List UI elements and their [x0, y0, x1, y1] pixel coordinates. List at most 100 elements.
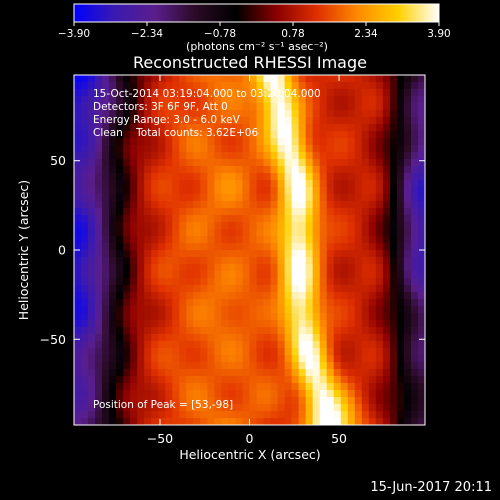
heatmap-cell — [312, 152, 321, 160]
heatmap-cell — [319, 397, 328, 405]
heatmap-cell — [340, 320, 349, 328]
heatmap-cell — [207, 82, 215, 90]
heatmap-cell — [263, 320, 272, 328]
heatmap-cell — [249, 236, 258, 244]
heatmap-cell — [354, 341, 363, 349]
heatmap-cell — [130, 236, 138, 244]
heatmap-cell — [312, 159, 321, 167]
heatmap-cell — [144, 264, 152, 272]
heatmap-cell — [179, 96, 187, 104]
heatmap-cell — [340, 299, 349, 307]
heatmap-cell — [158, 411, 166, 419]
heatmap-cell — [361, 362, 370, 370]
heatmap-cell — [88, 285, 96, 293]
heatmap-cell — [165, 285, 173, 293]
heatmap-cell — [305, 306, 314, 314]
heatmap-cell — [305, 117, 314, 125]
heatmap-cell — [158, 180, 166, 188]
heatmap-cell — [200, 292, 208, 300]
heatmap-cell — [361, 236, 370, 244]
heatmap-cell — [151, 313, 159, 321]
heatmap-cell — [270, 376, 279, 384]
heatmap-cell — [333, 327, 342, 335]
heatmap-cell — [137, 264, 145, 272]
heatmap-cell — [123, 250, 131, 258]
heatmap-cell — [74, 124, 82, 132]
heatmap-cell — [319, 404, 328, 412]
heatmap-cell — [235, 208, 244, 216]
heatmap-cell — [417, 215, 425, 223]
heatmap-cell — [137, 327, 145, 335]
heatmap-cell — [172, 236, 180, 244]
heatmap-cell — [95, 285, 103, 293]
heatmap-cell — [130, 103, 138, 111]
heatmap-cell — [165, 173, 173, 181]
heatmap-cell — [74, 327, 82, 335]
heatmap-cell — [291, 110, 300, 118]
heatmap-cell — [221, 159, 230, 167]
heatmap-cell — [242, 166, 251, 174]
heatmap-cell — [137, 257, 145, 265]
heatmap-cell — [172, 145, 180, 153]
heatmap-cell — [417, 355, 425, 363]
heatmap-cell — [165, 243, 173, 251]
heatmap-cell — [333, 103, 342, 111]
heatmap-cell — [186, 397, 194, 405]
heatmap-cell — [95, 138, 103, 146]
heatmap-cell — [403, 208, 412, 216]
heatmap-cell — [228, 369, 237, 377]
heatmap-cell — [228, 145, 237, 153]
heatmap-cell — [382, 145, 391, 153]
x-tick-label: −50 — [147, 431, 173, 446]
heatmap-cell — [263, 292, 272, 300]
heatmap-cell — [158, 110, 166, 118]
heatmap-cell — [256, 82, 265, 90]
heatmap-cell — [123, 292, 131, 300]
heatmap-cell — [340, 355, 349, 363]
heatmap-cell — [326, 341, 335, 349]
heatmap-cell — [228, 208, 237, 216]
heatmap-cell — [200, 96, 208, 104]
heatmap-cell — [193, 313, 201, 321]
heatmap-cell — [340, 159, 349, 167]
heatmap-cell — [165, 215, 173, 223]
heatmap-cell — [228, 411, 237, 419]
heatmap-cell — [123, 369, 131, 377]
heatmap-cell — [256, 208, 265, 216]
heatmap-cell — [340, 194, 349, 202]
heatmap-cell — [368, 166, 377, 174]
heatmap-cell — [95, 418, 103, 425]
heatmap-cell — [130, 299, 138, 307]
heatmap-cell — [417, 173, 425, 181]
heatmap-cell — [284, 110, 293, 118]
heatmap-cell — [172, 355, 180, 363]
heatmap-cell — [410, 145, 419, 153]
heatmap-cell — [319, 187, 328, 195]
heatmap-cell — [235, 131, 244, 139]
heatmap-cell — [81, 306, 89, 314]
heatmap-cell — [417, 411, 425, 419]
heatmap-cell — [74, 166, 82, 174]
heatmap-cell — [298, 390, 307, 398]
heatmap-cell — [319, 285, 328, 293]
heatmap-cell — [298, 215, 307, 223]
heatmap-cell — [130, 243, 138, 251]
heatmap-cell — [389, 376, 398, 384]
heatmap-cell — [382, 194, 391, 202]
heatmap-cell — [186, 320, 194, 328]
heatmap-cell — [74, 201, 82, 209]
heatmap-cell — [221, 327, 230, 335]
heatmap-cell — [347, 222, 356, 230]
heatmap-cell — [95, 110, 103, 118]
heatmap-cell — [312, 257, 321, 265]
heatmap-cell — [137, 173, 145, 181]
heatmap-cell — [291, 243, 300, 251]
heatmap-cell — [130, 152, 138, 160]
heatmap-cell — [347, 173, 356, 181]
heatmap-cell — [235, 264, 244, 272]
heatmap-cell — [347, 82, 356, 90]
heatmap-cell — [354, 313, 363, 321]
heatmap-cell — [403, 341, 412, 349]
heatmap-cell — [102, 306, 110, 314]
heatmap-cell — [95, 264, 103, 272]
